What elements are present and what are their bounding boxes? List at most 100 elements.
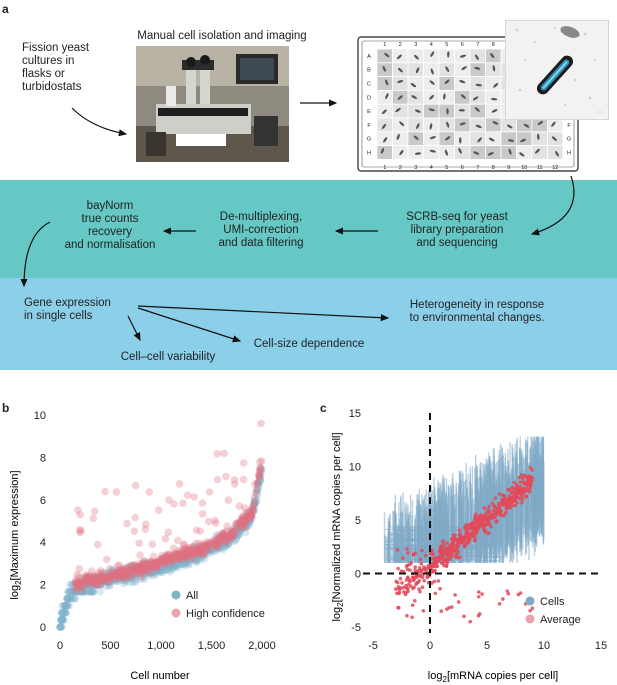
b-point-high xyxy=(196,542,205,550)
plate-well xyxy=(423,76,440,91)
b-point-high xyxy=(84,573,93,582)
b-point-all xyxy=(144,562,153,571)
b-point-high xyxy=(146,569,155,577)
b-point-all xyxy=(68,580,77,589)
c-point-average xyxy=(521,486,526,491)
b-point-high xyxy=(173,555,182,563)
b-point-all xyxy=(96,573,104,582)
b-point-all xyxy=(222,532,231,540)
b-point-all xyxy=(232,524,241,532)
b-point-all xyxy=(149,564,158,572)
b-point-all xyxy=(170,555,179,563)
b-point-high xyxy=(133,564,142,573)
b-point-high xyxy=(163,550,172,558)
b-point-high xyxy=(179,551,188,560)
b-point-all xyxy=(182,549,191,557)
b-point-all xyxy=(160,562,169,571)
c-point-average xyxy=(480,592,484,596)
b-point-all xyxy=(108,565,117,574)
b-point-high xyxy=(160,555,169,564)
b-point-high xyxy=(152,563,161,571)
b-point-high xyxy=(243,514,251,523)
b-point-all xyxy=(125,568,134,577)
b-point-all xyxy=(101,576,110,585)
c-point-average xyxy=(454,553,459,558)
b-point-high xyxy=(163,555,172,564)
b-point-all xyxy=(206,542,214,550)
b-point-high xyxy=(181,553,189,561)
b-point-all xyxy=(147,568,155,576)
b-point-all xyxy=(95,573,104,582)
b-point-high xyxy=(77,527,85,535)
c-point-average xyxy=(528,608,532,613)
b-point-all xyxy=(131,568,139,577)
c-point-average xyxy=(471,528,475,533)
b-ytick: 6 xyxy=(40,495,46,507)
b-point-all xyxy=(91,580,100,589)
b-point-all xyxy=(75,587,83,596)
b-point-high xyxy=(87,567,96,575)
c-point-average xyxy=(461,537,465,542)
b-point-all xyxy=(243,520,252,529)
b-point-all xyxy=(223,536,232,545)
b-point-high xyxy=(194,549,203,557)
b-point-all xyxy=(158,561,167,570)
b-point-high xyxy=(158,551,166,560)
b-point-all xyxy=(103,574,112,583)
plate-cell xyxy=(472,96,479,101)
c-legend-cells: Cells xyxy=(540,596,565,608)
b-point-all xyxy=(126,567,135,575)
b-point-all xyxy=(256,477,264,486)
c-point-average xyxy=(530,468,534,472)
b-point-high xyxy=(144,563,152,571)
b-point-high xyxy=(80,576,88,585)
b-point-high xyxy=(255,470,263,479)
b-point-high xyxy=(212,541,221,549)
b-point-all xyxy=(200,547,208,556)
b-point-high xyxy=(191,549,200,557)
b-point-all xyxy=(125,573,133,582)
b-point-all xyxy=(201,547,210,556)
b-point-all xyxy=(225,535,234,543)
b-point-all xyxy=(139,565,148,574)
b-point-high xyxy=(115,561,123,570)
b-point-high xyxy=(177,550,185,558)
b-ytick: 0 xyxy=(40,622,46,634)
c-point-average xyxy=(481,519,486,523)
b-point-high xyxy=(219,529,227,538)
b-point-all xyxy=(111,576,119,585)
b-point-all xyxy=(219,535,227,544)
b-point-all xyxy=(221,540,230,549)
c-point-average xyxy=(445,541,449,545)
plate-col-label-bottom: 5 xyxy=(445,165,448,171)
c-point-average xyxy=(497,503,501,507)
b-point-high xyxy=(198,510,207,518)
b-point-all xyxy=(97,578,106,586)
b-point-high xyxy=(86,580,95,589)
b-point-all xyxy=(220,539,228,548)
plate-cell xyxy=(551,136,557,141)
b-point-all xyxy=(159,561,167,570)
b-point-all xyxy=(249,505,257,513)
plate-well xyxy=(531,145,548,160)
c-point-average xyxy=(398,576,403,581)
plate-row-label-left: C xyxy=(367,82,371,88)
b-point-high xyxy=(136,563,144,571)
b-point-all xyxy=(139,569,148,578)
plate-cell xyxy=(519,152,525,157)
b-point-all xyxy=(180,560,188,569)
b-point-high xyxy=(93,540,102,549)
b-point-all xyxy=(148,567,157,576)
b-point-all xyxy=(82,573,91,582)
b-point-all xyxy=(235,527,243,536)
b-point-all xyxy=(239,522,248,530)
b-point-high xyxy=(242,513,251,522)
b-point-all xyxy=(156,566,164,574)
b-point-all xyxy=(83,573,91,582)
b-point-all xyxy=(239,514,248,522)
b-point-all xyxy=(83,580,92,589)
b-point-high xyxy=(161,534,170,543)
b-point-high xyxy=(213,537,222,546)
b-point-all xyxy=(56,623,64,631)
b-point-all xyxy=(145,560,154,569)
